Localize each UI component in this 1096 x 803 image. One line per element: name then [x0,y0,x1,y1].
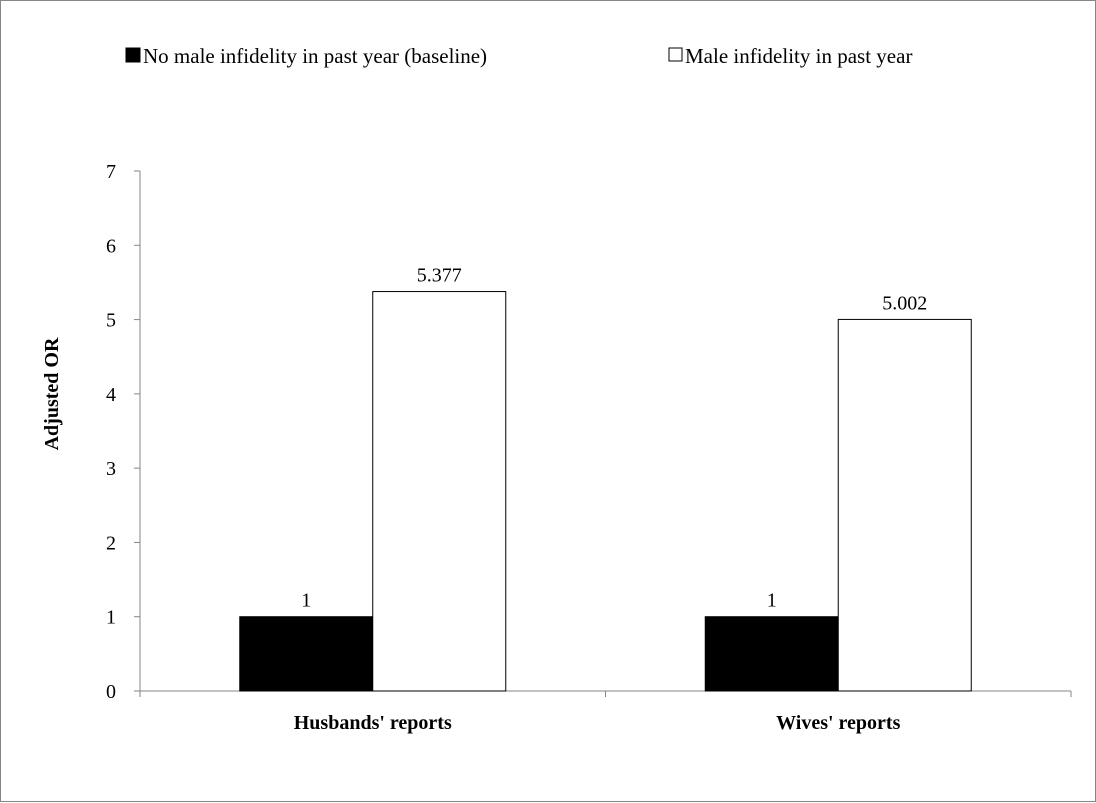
x-category-label: Husbands' reports [294,712,452,734]
bar-baseline-1 [704,616,839,692]
legend-item-infidelity: Male infidelity in past year [668,44,912,68]
y-tick-label: 0 [106,681,116,703]
y-tick-label: 4 [106,384,116,406]
y-tick-label: 2 [106,532,116,554]
y-tick-label: 1 [106,607,116,629]
x-category-label: Wives' reports [776,712,900,734]
legend-swatch-baseline [125,47,141,63]
y-tick-label: 6 [106,235,116,257]
legend-item-baseline: No male infidelity in past year (baselin… [125,44,487,68]
bars [239,291,972,692]
bar-infidelity-1 [837,318,972,692]
legend-label-infidelity: Male infidelity in past year [685,44,912,68]
y-tick-label: 5 [106,310,116,332]
data-label: 1 [301,590,311,612]
data-label: 5.002 [882,292,927,314]
legend-label-baseline: No male infidelity in past year (baselin… [143,44,487,68]
legend-swatch-infidelity [668,47,683,62]
y-tick-label: 7 [106,161,116,183]
y-tick-label: 3 [106,458,116,480]
data-label: 5.377 [417,265,462,287]
data-labels: 1 5.377 1 5.002 [301,265,927,612]
legend: No male infidelity in past year (baselin… [125,44,912,68]
bar-infidelity-0 [372,291,507,692]
y-axis-label: Adjusted OR [41,337,63,450]
bar-baseline-0 [239,616,374,692]
data-label: 1 [767,590,777,612]
